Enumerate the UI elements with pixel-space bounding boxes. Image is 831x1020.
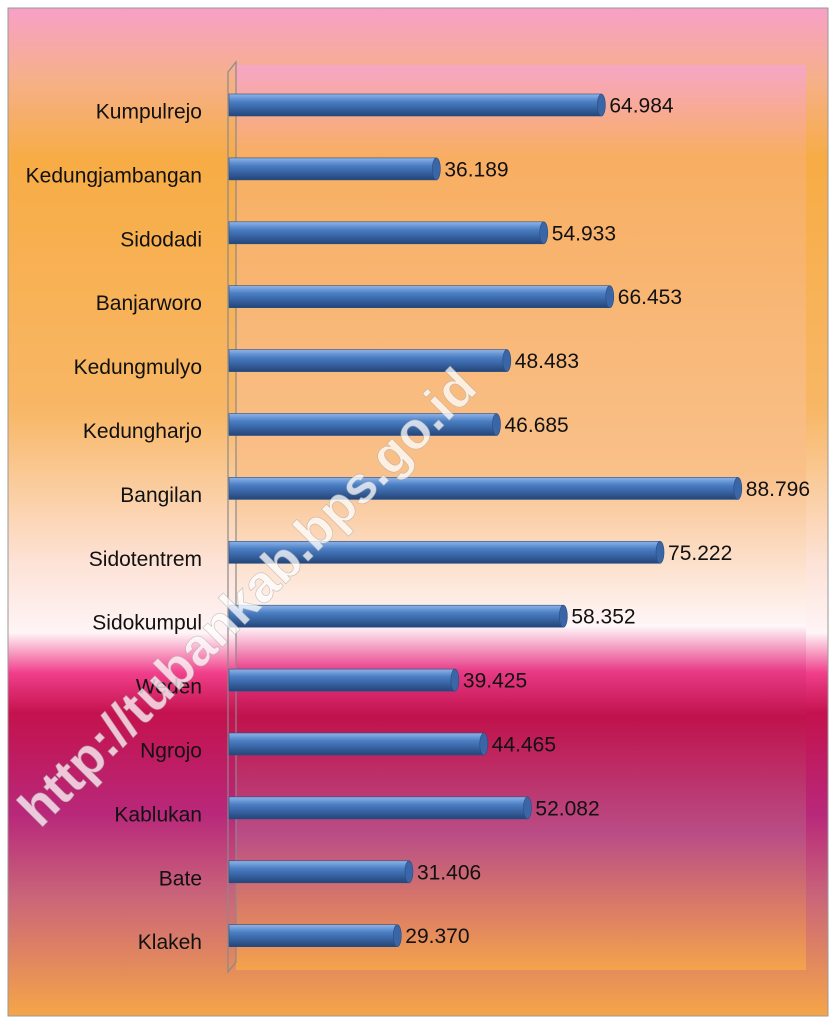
bar-cap — [432, 157, 441, 181]
category-label: Sidotentrem — [89, 548, 202, 571]
data-label: 46.685 — [505, 414, 569, 437]
category-label: Kumpulrejo — [96, 101, 202, 124]
bar — [228, 477, 739, 500]
bar-cap — [492, 413, 501, 436]
data-label: 54.933 — [552, 222, 616, 245]
category-label: Bangilan — [120, 484, 202, 507]
bar-cap — [559, 604, 568, 628]
bar-cap — [605, 285, 615, 309]
category-label: Sidokumpul — [92, 612, 202, 635]
bar — [228, 349, 508, 372]
bar-cap — [450, 668, 460, 692]
bar — [228, 157, 437, 181]
bar — [228, 924, 398, 948]
category-label: Kedungharjo — [83, 420, 202, 443]
bar — [228, 796, 528, 820]
data-label: 39.425 — [463, 670, 527, 693]
bar-cap — [655, 540, 665, 564]
bar-cap — [502, 349, 512, 372]
data-label: 48.483 — [515, 350, 579, 373]
data-label: 31.406 — [417, 861, 481, 884]
bar-cap — [479, 732, 489, 756]
data-label: 66.453 — [618, 286, 682, 309]
data-label: 44.465 — [492, 734, 556, 757]
bar — [228, 285, 611, 309]
bar — [228, 860, 410, 884]
data-label: 29.370 — [405, 925, 469, 948]
bar-cap — [733, 477, 743, 500]
bar — [228, 732, 485, 756]
category-label: Bate — [159, 867, 202, 890]
bar — [228, 93, 602, 117]
bar — [228, 668, 456, 692]
bar-cap — [523, 796, 532, 820]
data-label: 58.352 — [571, 606, 635, 629]
category-label: Klakeh — [138, 931, 202, 954]
category-label: Kedungjambangan — [26, 164, 202, 187]
bar-cap — [539, 221, 549, 245]
category-label: Kablukan — [114, 803, 202, 826]
bar — [228, 221, 545, 245]
bar-cap — [392, 924, 402, 948]
category-label: Kedungmulyo — [74, 356, 202, 379]
data-label: 64.984 — [609, 95, 674, 118]
category-label: Weden — [136, 676, 202, 699]
bar — [228, 604, 564, 628]
data-label: 75.222 — [668, 542, 732, 565]
category-label: Banjarworo — [96, 292, 202, 315]
data-label: 36.189 — [444, 158, 508, 181]
axis-wall — [227, 60, 237, 974]
bar-cap — [404, 860, 414, 884]
data-label: 52.082 — [535, 797, 599, 820]
category-label: Ngrojo — [140, 740, 202, 763]
category-label: Sidodadi — [120, 228, 202, 251]
bar-cap — [597, 93, 606, 117]
data-label: 88.796 — [746, 478, 810, 501]
